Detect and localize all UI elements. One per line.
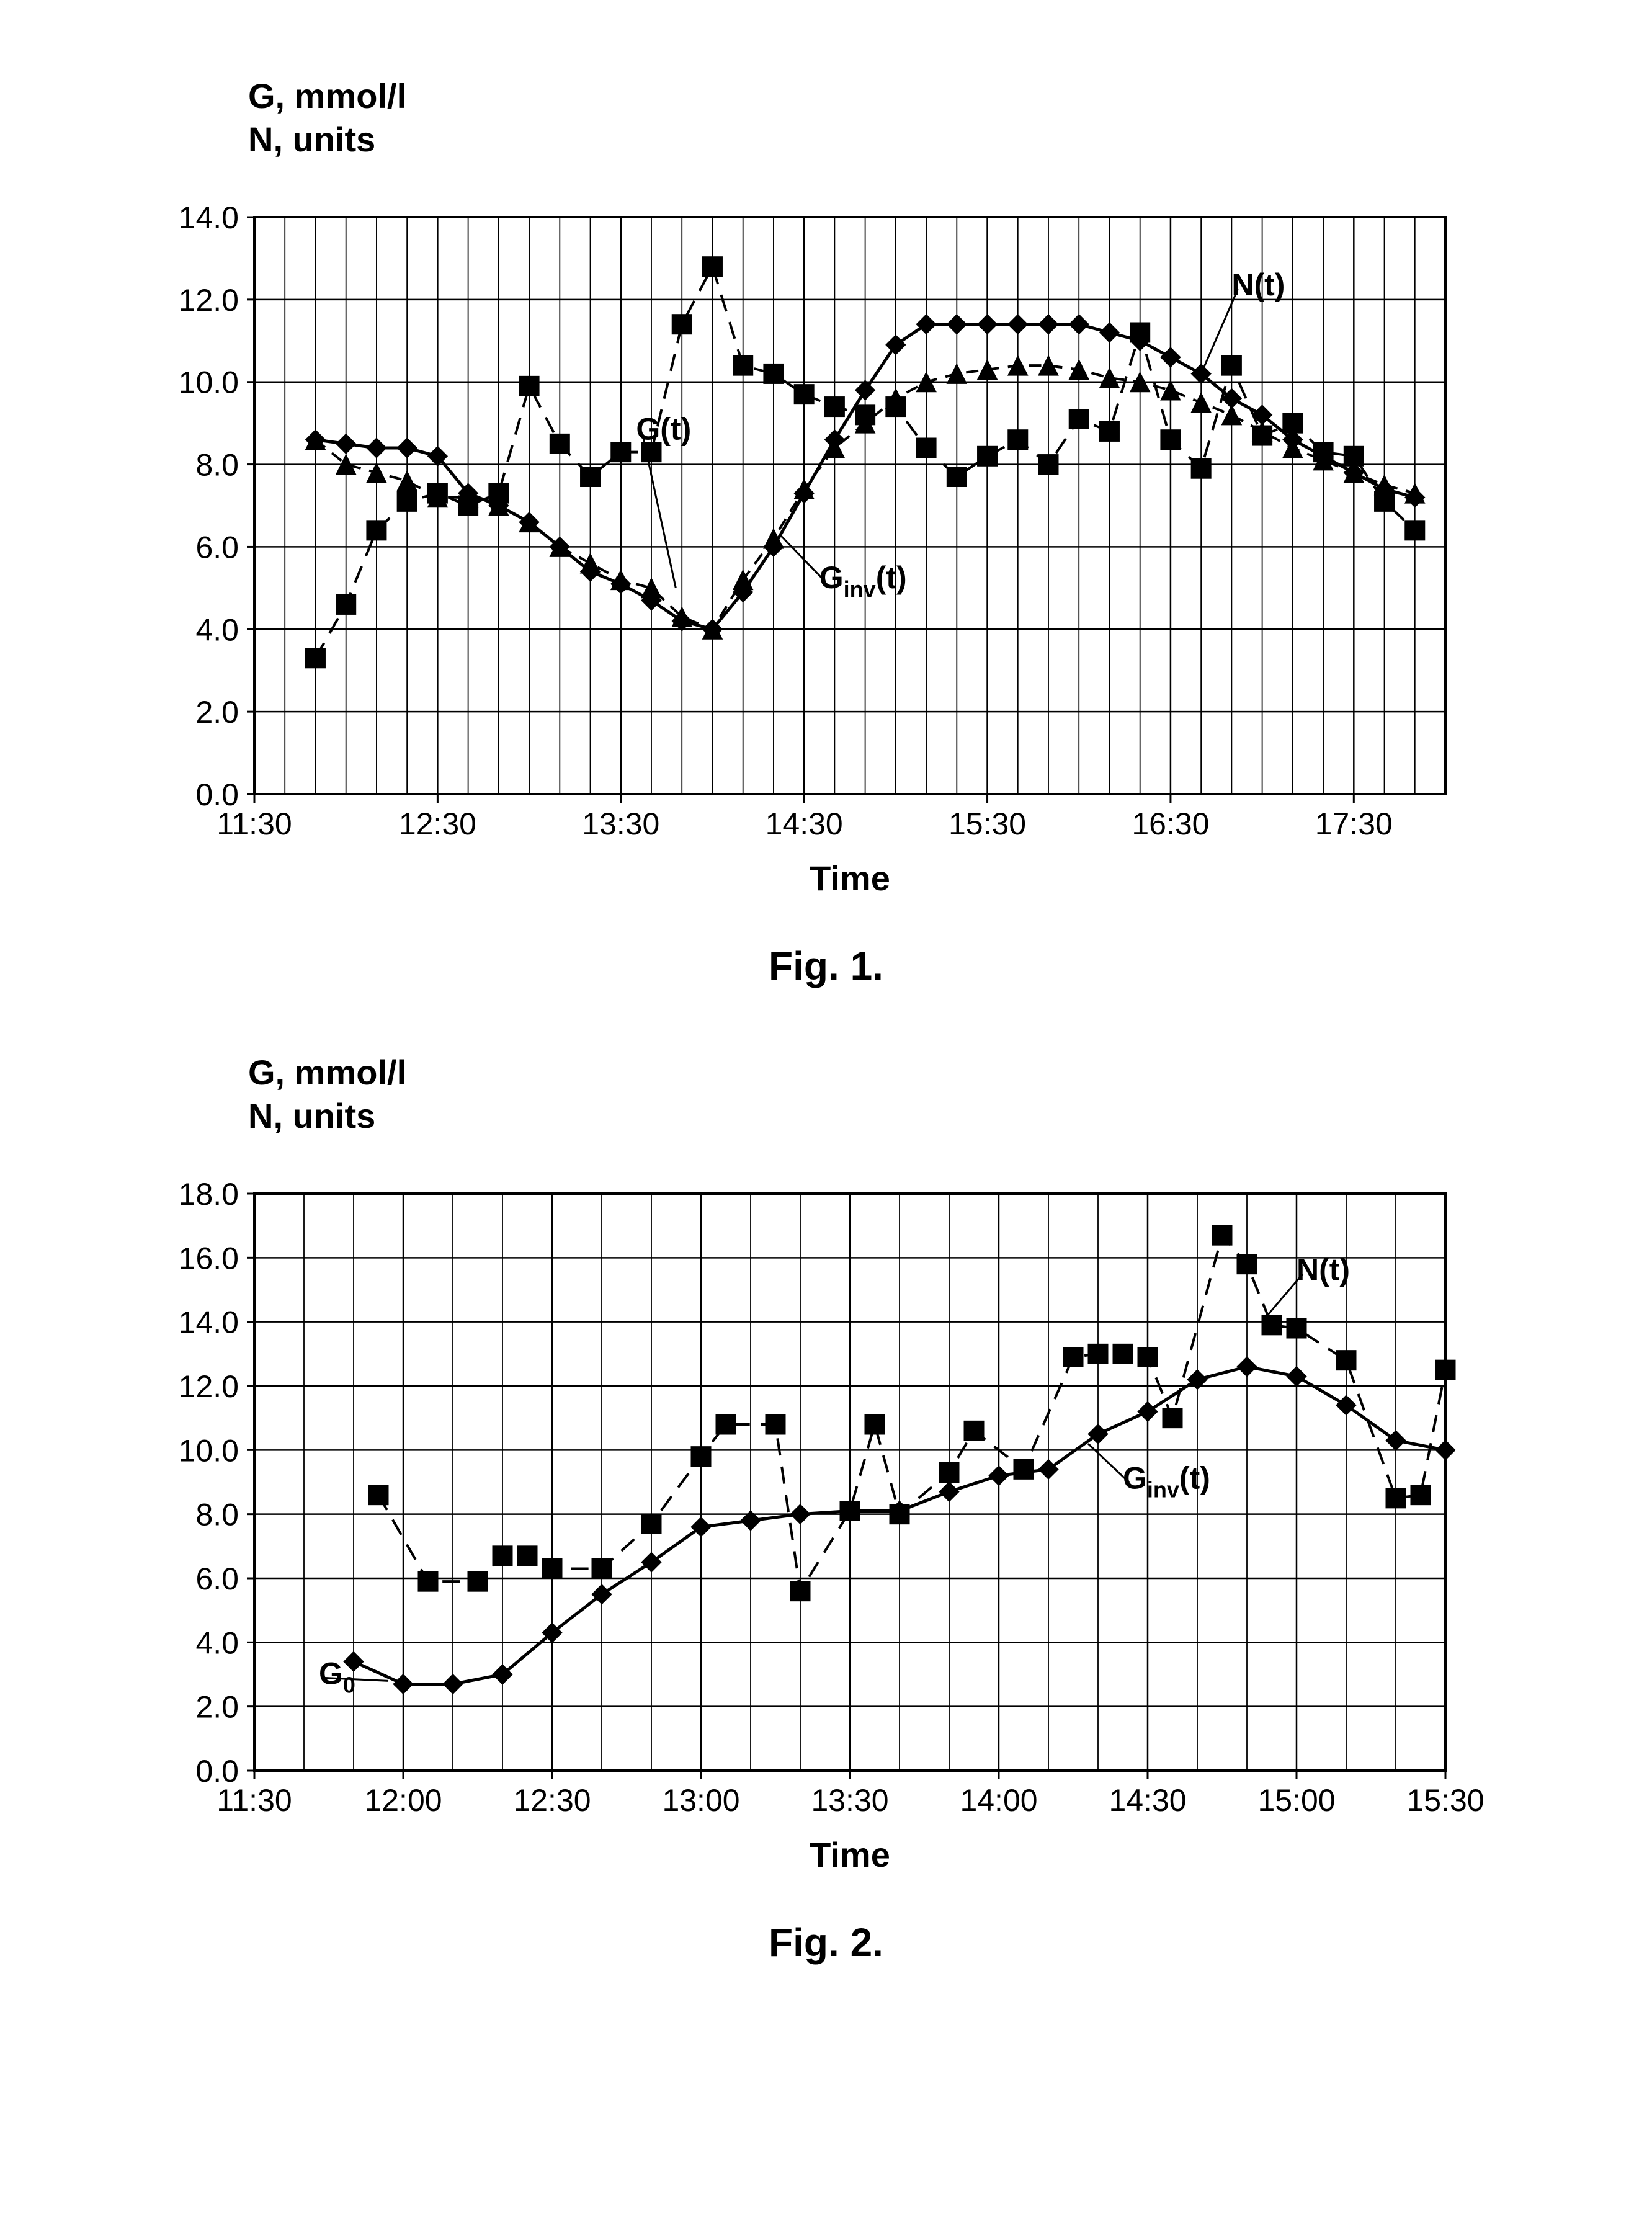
svg-text:4.0: 4.0 bbox=[195, 1625, 239, 1660]
svg-text:2.0: 2.0 bbox=[195, 1690, 239, 1725]
svg-text:15:00: 15:00 bbox=[1257, 1783, 1335, 1818]
fig2-y-title-line2: N, units bbox=[248, 1094, 1528, 1138]
svg-text:2.0: 2.0 bbox=[195, 695, 239, 730]
svg-text:11:30: 11:30 bbox=[217, 807, 292, 841]
svg-text:Time: Time bbox=[810, 1835, 890, 1874]
svg-text:14:00: 14:00 bbox=[960, 1783, 1037, 1818]
svg-text:N(t): N(t) bbox=[1231, 267, 1285, 302]
svg-text:11:30: 11:30 bbox=[217, 1783, 292, 1818]
fig1-y-title-line1: G, mmol/l bbox=[248, 74, 1528, 118]
svg-text:4.0: 4.0 bbox=[195, 612, 239, 647]
fig2-y-axis-title: G, mmol/l N, units bbox=[248, 1051, 1528, 1138]
svg-text:8.0: 8.0 bbox=[195, 1498, 239, 1532]
svg-text:8.0: 8.0 bbox=[195, 448, 239, 483]
figure-1-block: G, mmol/l N, units 0.02.04.06.08.010.012… bbox=[124, 74, 1528, 989]
svg-text:12.0: 12.0 bbox=[179, 283, 239, 318]
svg-text:12.0: 12.0 bbox=[179, 1369, 239, 1404]
fig2-chartwrap: 0.02.04.06.08.010.012.014.016.018.011:30… bbox=[124, 1150, 1528, 1895]
svg-text:13:30: 13:30 bbox=[811, 1783, 888, 1818]
svg-text:14:30: 14:30 bbox=[1109, 1783, 1186, 1818]
fig2-y-title-line1: G, mmol/l bbox=[248, 1051, 1528, 1094]
svg-text:Time: Time bbox=[810, 859, 890, 898]
fig2-caption: Fig. 2. bbox=[124, 1919, 1528, 1965]
page: G, mmol/l N, units 0.02.04.06.08.010.012… bbox=[0, 0, 1652, 2221]
svg-text:12:30: 12:30 bbox=[513, 1783, 591, 1818]
svg-text:14.0: 14.0 bbox=[179, 1305, 239, 1340]
fig1-chart: 0.02.04.06.08.010.012.014.011:3012:3013:… bbox=[124, 174, 1526, 918]
svg-text:14.0: 14.0 bbox=[179, 200, 239, 235]
svg-text:13:30: 13:30 bbox=[582, 807, 659, 841]
fig1-chartwrap: 0.02.04.06.08.010.012.014.011:3012:3013:… bbox=[124, 174, 1528, 918]
fig1-y-axis-title: G, mmol/l N, units bbox=[248, 74, 1528, 161]
svg-text:12:30: 12:30 bbox=[399, 807, 476, 841]
svg-text:17:30: 17:30 bbox=[1315, 807, 1393, 841]
svg-text:18.0: 18.0 bbox=[179, 1177, 239, 1212]
svg-text:15:30: 15:30 bbox=[949, 807, 1026, 841]
svg-text:10.0: 10.0 bbox=[179, 1433, 239, 1468]
fig2-chart: 0.02.04.06.08.010.012.014.016.018.011:30… bbox=[124, 1150, 1526, 1895]
svg-text:G(t): G(t) bbox=[636, 412, 691, 447]
svg-text:12:00: 12:00 bbox=[364, 1783, 442, 1818]
svg-text:13:00: 13:00 bbox=[662, 1783, 739, 1818]
fig1-y-title-line2: N, units bbox=[248, 118, 1528, 161]
figure-2-block: G, mmol/l N, units 0.02.04.06.08.010.012… bbox=[124, 1051, 1528, 1965]
svg-text:16.0: 16.0 bbox=[179, 1241, 239, 1276]
svg-text:N(t): N(t) bbox=[1297, 1253, 1350, 1287]
svg-text:15:30: 15:30 bbox=[1406, 1783, 1484, 1818]
svg-text:16:30: 16:30 bbox=[1132, 807, 1209, 841]
svg-text:14:30: 14:30 bbox=[766, 807, 843, 841]
svg-text:6.0: 6.0 bbox=[195, 530, 239, 565]
svg-text:10.0: 10.0 bbox=[179, 365, 239, 400]
svg-text:6.0: 6.0 bbox=[195, 1562, 239, 1596]
fig1-caption: Fig. 1. bbox=[124, 943, 1528, 989]
